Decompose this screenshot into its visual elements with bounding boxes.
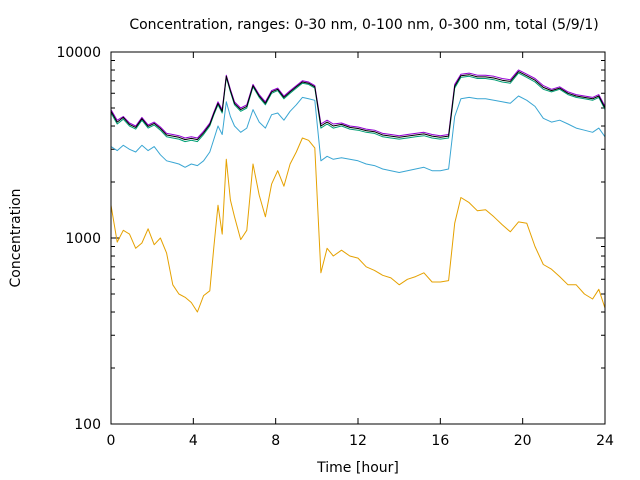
series-line-2 (110, 95, 606, 173)
x-tick-label: 20 (514, 433, 532, 449)
x-axis-ticks: 0 4 8 12 16 20 24 (107, 52, 614, 449)
x-axis-label: Time [hour] (316, 460, 399, 476)
chart-title: Concentration, ranges: 0-30 nm, 0-100 nm… (129, 17, 598, 33)
y-tick-label: 10000 (56, 45, 101, 61)
series-line-1 (110, 137, 606, 313)
plot-area-frame (110, 51, 606, 425)
series-line-5 (110, 71, 606, 141)
series-line-3 (110, 72, 606, 143)
x-tick-label: 0 (107, 433, 116, 449)
y-tick-label: 100 (74, 417, 101, 433)
y-axis-label: Concentration (8, 188, 24, 287)
y-axis-ticks: 100 1000 10000 (56, 45, 605, 433)
y-tick-label: 1000 (65, 231, 101, 247)
x-tick-label: 4 (189, 433, 198, 449)
x-tick-label: 8 (271, 433, 280, 449)
x-tick-label: 24 (596, 433, 614, 449)
x-tick-label: 12 (349, 433, 367, 449)
x-tick-label: 16 (431, 433, 449, 449)
series-layer (110, 69, 606, 313)
